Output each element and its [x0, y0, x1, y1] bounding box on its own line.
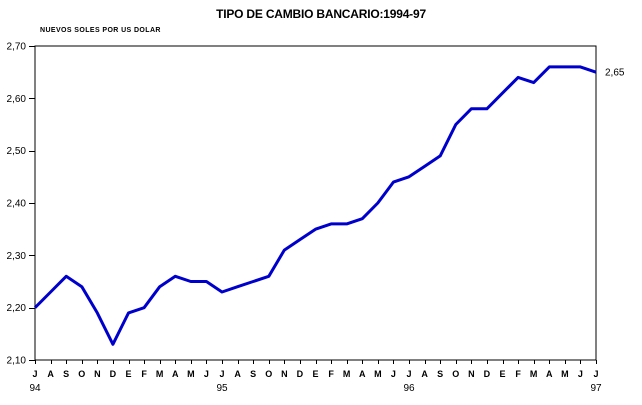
x-axis-month-label: M	[343, 369, 351, 379]
x-axis-month-label: J	[593, 369, 598, 379]
x-axis-month-label: E	[499, 369, 505, 379]
x-axis-month-label: M	[156, 369, 164, 379]
x-axis-month-label: O	[78, 369, 85, 379]
x-axis-month-label: O	[452, 369, 459, 379]
x-axis-year-label: 94	[29, 383, 41, 394]
x-axis-month-label: E	[125, 369, 131, 379]
x-axis-year-label: 97	[590, 383, 602, 394]
x-axis-month-label: F	[515, 369, 521, 379]
y-axis-tick-label: 2,30	[7, 251, 27, 262]
x-axis-month-label: J	[578, 369, 583, 379]
y-axis-tick-label: 2,20	[7, 303, 27, 314]
x-axis-month-label: N	[281, 369, 288, 379]
x-axis-month-label: J	[219, 369, 224, 379]
x-axis-month-label: F	[328, 369, 334, 379]
x-axis-month-label: N	[94, 369, 101, 379]
x-axis-month-label: J	[204, 369, 209, 379]
x-axis-month-label: M	[374, 369, 382, 379]
x-axis-month-label: J	[406, 369, 411, 379]
y-axis-tick-label: 2,70	[7, 42, 27, 53]
x-axis-month-label: A	[421, 369, 428, 379]
x-axis-month-label: A	[234, 369, 241, 379]
x-axis-month-label: M	[187, 369, 195, 379]
x-axis-month-label: M	[561, 369, 569, 379]
x-axis-month-label: N	[468, 369, 475, 379]
x-axis-month-label: A	[47, 369, 54, 379]
y-axis-tick-label: 2,10	[7, 356, 27, 367]
y-axis-tick-label: 2,40	[7, 199, 27, 210]
x-axis-month-label: S	[250, 369, 256, 379]
x-axis-year-label: 95	[216, 383, 228, 394]
x-axis-month-label: D	[110, 369, 117, 379]
x-axis-month-label: J	[391, 369, 396, 379]
y-axis-tick-label: 2,50	[7, 146, 27, 157]
y-axis-tick-label: 2,60	[7, 94, 27, 105]
x-axis-month-label: A	[359, 369, 366, 379]
chart-title: TIPO DE CAMBIO BANCARIO:1994-97	[216, 7, 426, 21]
x-axis-month-label: A	[546, 369, 553, 379]
plot-frame	[34, 45, 597, 361]
x-axis-month-label: S	[437, 369, 443, 379]
exchange-rate-line	[33, 65, 597, 346]
x-axis-month-label: A	[172, 369, 179, 379]
y-axis-unit-label: NUEVOS SOLES POR US DOLAR	[40, 27, 161, 34]
x-axis-month-label: D	[297, 369, 304, 379]
x-axis-month-label: D	[484, 369, 491, 379]
x-axis-month-label: J	[32, 369, 37, 379]
end-value-annotation: 2,65	[605, 68, 625, 79]
x-axis-month-label: F	[141, 369, 147, 379]
x-axis-year-label: 96	[403, 383, 415, 394]
x-axis-month-label: O	[265, 369, 272, 379]
x-axis-month-label: M	[530, 369, 538, 379]
x-axis-month-label: S	[63, 369, 69, 379]
x-axis-month-label: E	[312, 369, 318, 379]
